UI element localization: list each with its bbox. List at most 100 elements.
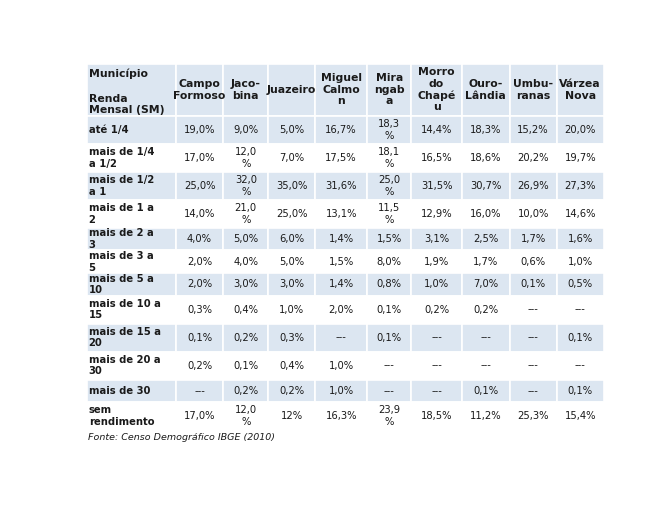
Text: 21,0
%: 21,0 % xyxy=(235,203,257,225)
Text: Várzea
Nova: Várzea Nova xyxy=(559,79,601,100)
Text: 14,0%: 14,0% xyxy=(184,209,215,219)
Text: 1,9%: 1,9% xyxy=(424,257,449,267)
Bar xyxy=(556,200,603,228)
Bar xyxy=(462,172,509,200)
Bar xyxy=(175,228,223,251)
Bar xyxy=(411,273,462,295)
Bar xyxy=(411,144,462,172)
Bar xyxy=(315,144,367,172)
Text: ---: --- xyxy=(384,360,394,370)
Text: ---: --- xyxy=(480,360,491,370)
Bar xyxy=(367,64,411,116)
Bar xyxy=(367,273,411,295)
Text: Jaco-
bina: Jaco- bina xyxy=(230,79,261,100)
Text: 0,1%: 0,1% xyxy=(521,279,546,289)
Text: 18,5%: 18,5% xyxy=(421,411,452,421)
Bar xyxy=(315,64,367,116)
Bar xyxy=(175,144,223,172)
Text: 0,4%: 0,4% xyxy=(233,304,258,314)
Text: 11,2%: 11,2% xyxy=(470,411,501,421)
Bar xyxy=(268,351,315,380)
Bar xyxy=(462,351,509,380)
Text: 19,7%: 19,7% xyxy=(564,153,596,163)
Text: mais de 5 a
10: mais de 5 a 10 xyxy=(89,274,154,295)
Bar xyxy=(556,144,603,172)
Bar xyxy=(223,64,268,116)
Text: Juazeiro: Juazeiro xyxy=(267,85,317,95)
Text: 2,0%: 2,0% xyxy=(187,279,212,289)
Text: 7,0%: 7,0% xyxy=(473,279,498,289)
Bar xyxy=(556,172,603,200)
Text: 8,0%: 8,0% xyxy=(376,257,402,267)
Bar xyxy=(87,64,175,116)
Bar xyxy=(509,251,556,273)
Text: até 1/4: até 1/4 xyxy=(89,125,128,135)
Text: Ouro-
Lândia: Ouro- Lândia xyxy=(465,79,506,100)
Text: 5,0%: 5,0% xyxy=(233,234,258,244)
Bar xyxy=(556,64,603,116)
Bar xyxy=(556,351,603,380)
Text: ---: --- xyxy=(384,386,394,396)
Bar xyxy=(315,295,367,324)
Text: ---: --- xyxy=(194,386,205,396)
Bar xyxy=(268,380,315,402)
Text: 0,1%: 0,1% xyxy=(376,333,402,343)
Bar xyxy=(509,116,556,144)
Text: ---: --- xyxy=(575,360,585,370)
Text: ---: --- xyxy=(431,386,442,396)
Text: 15,4%: 15,4% xyxy=(564,411,596,421)
Bar xyxy=(223,251,268,273)
Text: 3,1%: 3,1% xyxy=(424,234,449,244)
Text: 0,5%: 0,5% xyxy=(568,279,593,289)
Text: 1,0%: 1,0% xyxy=(424,279,449,289)
Text: 11,5
%: 11,5 % xyxy=(378,203,401,225)
Text: 20,0%: 20,0% xyxy=(564,125,596,135)
Text: 27,3%: 27,3% xyxy=(564,181,596,191)
Text: 0,1%: 0,1% xyxy=(187,333,212,343)
Text: mais de 20 a
30: mais de 20 a 30 xyxy=(89,355,161,377)
Text: 1,0%: 1,0% xyxy=(329,386,353,396)
Bar xyxy=(268,324,315,351)
Bar xyxy=(268,295,315,324)
Bar xyxy=(367,380,411,402)
Bar xyxy=(411,200,462,228)
Bar xyxy=(462,295,509,324)
Bar xyxy=(87,116,175,144)
Bar xyxy=(367,144,411,172)
Bar xyxy=(367,228,411,251)
Text: 25,3%: 25,3% xyxy=(517,411,549,421)
Bar xyxy=(411,172,462,200)
Text: 0,1%: 0,1% xyxy=(473,386,498,396)
Text: 26,9%: 26,9% xyxy=(517,181,549,191)
Text: 6,0%: 6,0% xyxy=(279,234,304,244)
Text: 1,6%: 1,6% xyxy=(568,234,593,244)
Bar xyxy=(315,273,367,295)
Text: 17,0%: 17,0% xyxy=(183,411,215,421)
Text: Morro
do
Chapé
u: Morro do Chapé u xyxy=(417,67,456,112)
Bar xyxy=(509,172,556,200)
Text: 15,2%: 15,2% xyxy=(517,125,549,135)
Bar xyxy=(367,116,411,144)
Bar xyxy=(268,144,315,172)
Bar xyxy=(411,251,462,273)
Text: mais de 10 a
15: mais de 10 a 15 xyxy=(89,299,161,321)
Text: 1,0%: 1,0% xyxy=(568,257,593,267)
Bar xyxy=(175,64,223,116)
Bar xyxy=(462,273,509,295)
Bar xyxy=(175,351,223,380)
Bar xyxy=(462,64,509,116)
Text: 31,5%: 31,5% xyxy=(421,181,452,191)
Bar xyxy=(223,116,268,144)
Bar xyxy=(87,351,175,380)
Text: 0,1%: 0,1% xyxy=(233,360,258,370)
Bar xyxy=(411,351,462,380)
Text: 3,0%: 3,0% xyxy=(233,279,258,289)
Bar xyxy=(87,200,175,228)
Bar xyxy=(556,116,603,144)
Bar xyxy=(268,116,315,144)
Text: 32,0
%: 32,0 % xyxy=(235,175,257,197)
Bar xyxy=(462,380,509,402)
Bar xyxy=(223,172,268,200)
Bar xyxy=(509,380,556,402)
Bar xyxy=(268,273,315,295)
